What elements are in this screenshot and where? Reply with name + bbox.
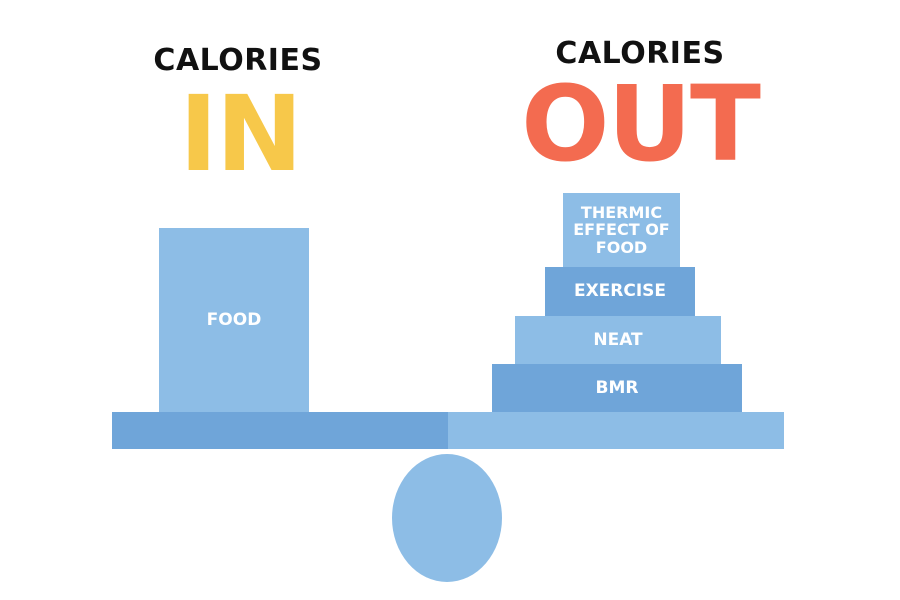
calories-in-label: CALORIES	[153, 43, 323, 78]
exercise-label: EXERCISE	[573, 281, 667, 302]
bmr-block: BMR	[492, 364, 742, 412]
neat-label: NEAT	[593, 329, 643, 350]
thermic-effect-label: THERMIC EFFECT OF FOOD	[573, 202, 670, 257]
scale-beam-left	[112, 412, 448, 449]
neat-block: NEAT	[515, 316, 721, 364]
bmr-label: BMR	[595, 377, 639, 398]
thermic-effect-block: THERMIC EFFECT OF FOOD	[563, 193, 680, 267]
food-block: FOOD	[159, 228, 309, 412]
calories-out-label: CALORIES	[555, 36, 725, 71]
food-label: FOOD	[206, 309, 262, 330]
scale-fulcrum	[392, 454, 502, 582]
scale-beam-right	[448, 412, 784, 449]
out-heading: OUT	[521, 63, 761, 185]
in-heading: IN	[179, 73, 303, 195]
exercise-block: EXERCISE	[545, 267, 695, 316]
